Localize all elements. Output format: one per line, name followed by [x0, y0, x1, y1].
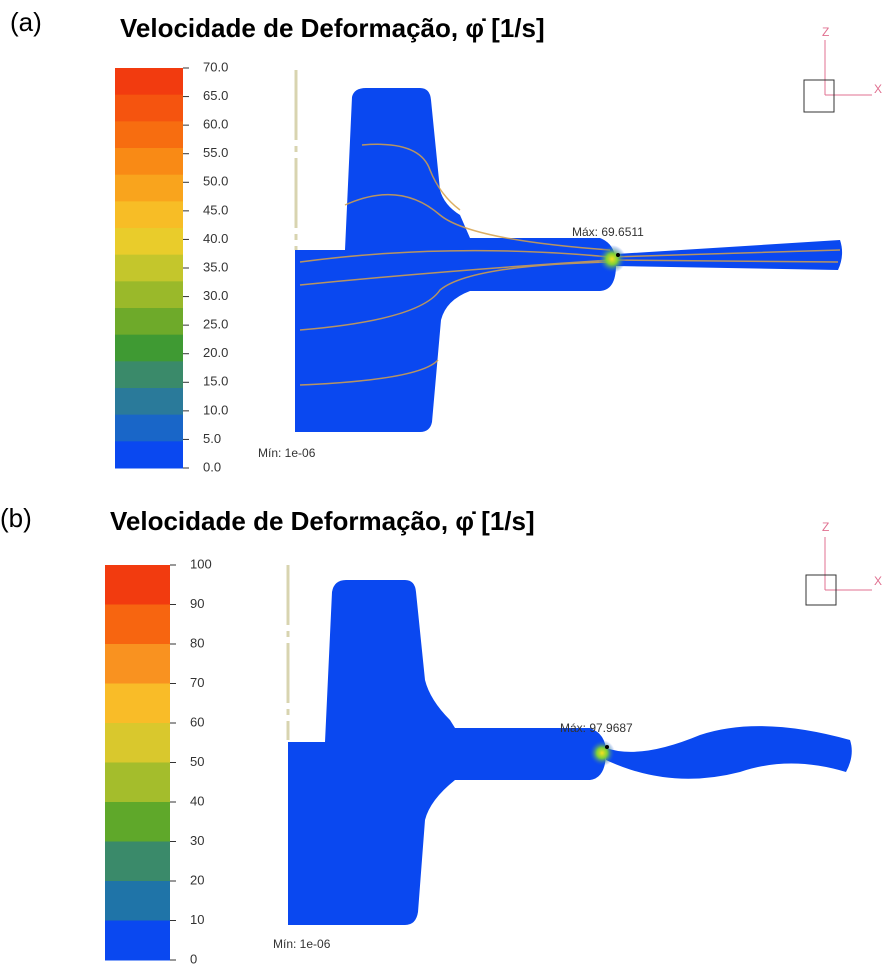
scale-tick-label: 5.0 [203, 431, 221, 446]
scale-tick-label: 90 [190, 596, 204, 611]
axis-triad-a [804, 40, 872, 112]
scale-band [115, 228, 183, 255]
scale-tick-label: 50 [190, 754, 204, 769]
scale-tick-label: 80 [190, 635, 204, 650]
max-label: Máx: 97.9687 [560, 721, 633, 735]
scale-tick-label: 60 [190, 714, 204, 729]
scale-band [105, 881, 170, 921]
scale-tick-label: 10 [190, 912, 204, 927]
scale-tick-label: 50.0 [203, 174, 228, 189]
scale-band [105, 842, 170, 882]
scale-band [115, 95, 183, 122]
scale-band [115, 415, 183, 442]
scale-band [105, 684, 170, 724]
scale-band [105, 644, 170, 684]
scale-tick-label: 40 [190, 793, 204, 808]
scale-tick-label: 30 [190, 833, 204, 848]
scale-tick-label: 55.0 [203, 145, 228, 160]
workpiece-b [288, 565, 852, 925]
scale-tick-label: 15.0 [203, 374, 228, 389]
scale-tick-label: 35.0 [203, 259, 228, 274]
scale-band [115, 121, 183, 148]
workpiece-a [295, 70, 842, 432]
scale-tick-label: 20.0 [203, 345, 228, 360]
min-label: Mín: 1e-06 [273, 937, 331, 951]
scale-band [105, 723, 170, 763]
scale-tick-label: 10.0 [203, 402, 228, 417]
scale-tick-label: 65.0 [203, 88, 228, 103]
scale-band [115, 255, 183, 282]
scale-band [115, 308, 183, 335]
axis-triad-b [806, 537, 872, 605]
scale-tick-label: 70 [190, 675, 204, 690]
panel-label: (b) [0, 503, 32, 533]
scale-tick-label: 0.0 [203, 459, 221, 474]
scale-band [115, 201, 183, 228]
scale-tick-label: 0 [190, 951, 197, 964]
panel-title: Velocidade de Deformação, φ̇ [1/s] [110, 506, 535, 536]
scale-band [105, 565, 170, 605]
scale-tick-label: 70.0 [203, 59, 228, 74]
axis-z: Z [822, 25, 829, 39]
scale-tick-label: 20 [190, 872, 204, 887]
scale-tick-label: 100 [190, 556, 212, 571]
panel-label: (a) [10, 7, 42, 37]
figure: (a) Velocidade de Deformação, φ̇ [1/s] M… [0, 0, 885, 964]
scale-band [115, 148, 183, 175]
axis-z: Z [822, 520, 829, 534]
scale-band [105, 921, 170, 961]
scale-band [115, 281, 183, 308]
scale-band [115, 68, 183, 95]
scale-band [115, 175, 183, 202]
scale-band [115, 361, 183, 388]
scale-tick-label: 25.0 [203, 317, 228, 332]
scale-band [105, 802, 170, 842]
axis-x: X [874, 82, 882, 96]
scale-band [105, 605, 170, 645]
panel-title: Velocidade de Deformação, φ̇ [1/s] [120, 13, 545, 43]
scale-tick-label: 45.0 [203, 202, 228, 217]
max-label: Máx: 69.6511 [572, 225, 644, 239]
scale-band [115, 388, 183, 415]
scale-band [105, 763, 170, 803]
min-label: Mín: 1e-06 [258, 446, 316, 460]
scale-tick-label: 30.0 [203, 288, 228, 303]
scale-tick-label: 40.0 [203, 231, 228, 246]
scale-band [115, 441, 183, 468]
scale-tick-label: 60.0 [203, 117, 228, 132]
axis-x: X [874, 574, 882, 588]
scale-band [115, 335, 183, 362]
